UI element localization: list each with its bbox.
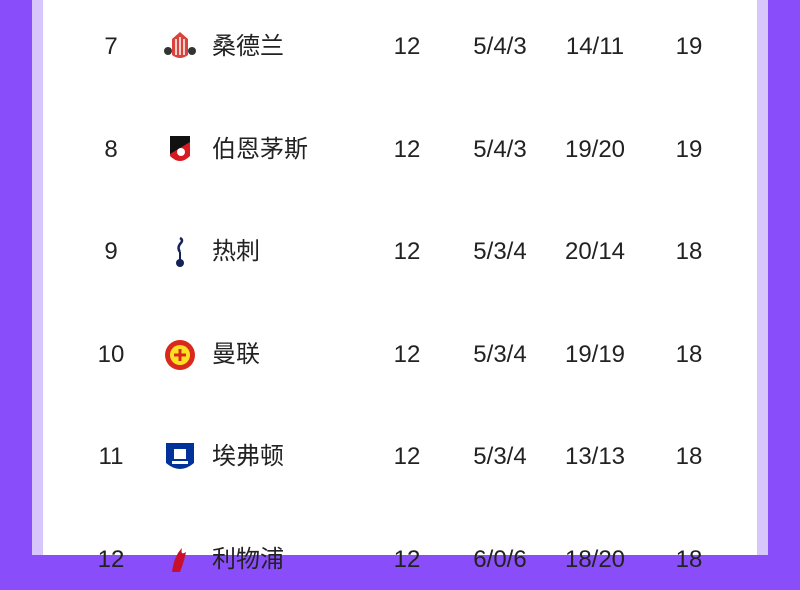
team-name: 伯恩茅斯 bbox=[212, 136, 308, 163]
points: 18 bbox=[675, 443, 703, 470]
rank: 11 bbox=[98, 443, 124, 470]
rank: 10 bbox=[97, 341, 125, 368]
rank: 12 bbox=[97, 546, 125, 573]
rank: 8 bbox=[104, 136, 118, 163]
rank: 7 bbox=[104, 33, 118, 60]
goals-for-against: 20/14 bbox=[564, 238, 626, 265]
team-name: 埃弗顿 bbox=[212, 443, 284, 470]
points: 19 bbox=[675, 33, 703, 60]
table-row[interactable]: 9 热刺 12 5/3/4 20/14 18 bbox=[0, 222, 800, 282]
win-draw-loss: 5/4/3 bbox=[473, 136, 527, 163]
team-name: 曼联 bbox=[212, 341, 260, 368]
win-draw-loss: 5/3/4 bbox=[473, 341, 527, 368]
right-border-strip bbox=[757, 0, 768, 555]
matches-played: 12 bbox=[393, 341, 421, 368]
win-draw-loss: 5/4/3 bbox=[473, 33, 527, 60]
table-row[interactable]: 12 利物浦 12 6/0/6 18/20 18 bbox=[0, 530, 800, 590]
liverpool-crest-icon bbox=[172, 548, 186, 572]
goals-for-against: 18/20 bbox=[564, 546, 626, 573]
table-row[interactable]: 8 伯恩茅斯 12 5/4/3 19/20 19 bbox=[0, 120, 800, 180]
everton-crest-icon bbox=[166, 443, 194, 469]
team-name: 利物浦 bbox=[212, 546, 284, 573]
sunderland-crest-icon bbox=[164, 32, 196, 58]
table-row[interactable]: 10 曼联 12 5/3/4 19/19 18 bbox=[0, 325, 800, 385]
goals-for-against: 19/20 bbox=[564, 136, 626, 163]
points: 18 bbox=[675, 238, 703, 265]
matches-played: 12 bbox=[393, 136, 421, 163]
manchester-united-crest-icon bbox=[165, 340, 195, 370]
points: 19 bbox=[675, 136, 703, 163]
win-draw-loss: 5/3/4 bbox=[473, 238, 527, 265]
standings-card bbox=[43, 0, 757, 555]
matches-played: 12 bbox=[393, 238, 421, 265]
matches-played: 12 bbox=[393, 443, 421, 470]
bournemouth-crest-icon bbox=[170, 136, 190, 161]
points: 18 bbox=[675, 341, 703, 368]
rank: 9 bbox=[104, 238, 118, 265]
win-draw-loss: 5/3/4 bbox=[473, 443, 527, 470]
goals-for-against: 13/13 bbox=[564, 443, 626, 470]
team-name: 桑德兰 bbox=[212, 33, 284, 60]
tottenham-crest-icon bbox=[176, 236, 184, 267]
table-row[interactable]: 7 桑德兰 12 5/4/3 14/11 19 bbox=[0, 17, 800, 77]
win-draw-loss: 6/0/6 bbox=[473, 546, 527, 573]
matches-played: 12 bbox=[393, 33, 421, 60]
table-row[interactable]: 11 埃弗顿 12 5/3/4 13/13 18 bbox=[0, 427, 800, 487]
points: 18 bbox=[675, 546, 703, 573]
team-name: 热刺 bbox=[212, 238, 260, 265]
goals-for-against: 19/19 bbox=[564, 341, 626, 368]
left-border-strip bbox=[32, 0, 43, 555]
matches-played: 12 bbox=[393, 546, 421, 573]
goals-for-against: 14/11 bbox=[565, 33, 625, 60]
